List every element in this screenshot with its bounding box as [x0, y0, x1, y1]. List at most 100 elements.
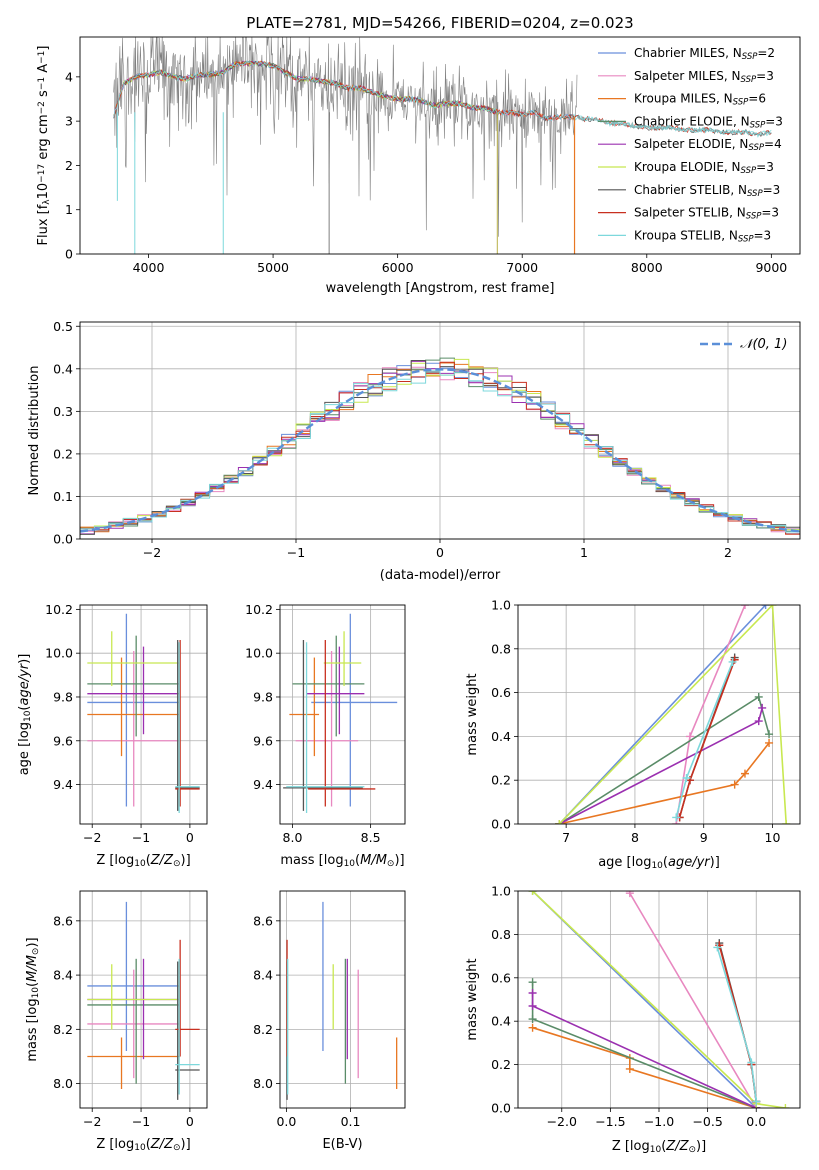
y-tick-label: 9.6 — [53, 733, 73, 748]
y-tick-label: 0.2 — [491, 773, 511, 788]
legend-value: =3 — [763, 183, 781, 197]
panel-residuals: −2 −1 0 1 2 0.0 0.1 0.2 0.3 0.4 0.5 (data-model)/er… — [27, 319, 801, 583]
x-axis-label: Z [log10(Z/Z⊙)] — [612, 1139, 706, 1155]
x-tick-label: −1 — [287, 545, 305, 560]
x-tick-label: 0.0 — [746, 1114, 766, 1129]
ticks: −2 −1 0 8.0 8.2 8.4 8.6 — [53, 913, 194, 1129]
y-tick-label: 9.8 — [53, 689, 73, 704]
y-tick-label: 0.4 — [53, 361, 73, 376]
y-tick-label: 8.0 — [253, 1076, 273, 1091]
legend-name: Salpeter ELODIE, N — [634, 137, 748, 151]
weight-marker — [765, 738, 774, 747]
legend-value: =3 — [756, 160, 774, 174]
plot-area — [555, 605, 791, 824]
label-part: Flux [f — [36, 204, 51, 245]
y-tick-label: 1.0 — [491, 598, 511, 613]
y-tick-label: 4 — [65, 69, 73, 84]
legend-sub: SSP — [741, 75, 757, 85]
legend-label: Kroupa MILES, NSSP=6 — [634, 92, 766, 108]
x-tick-label: 5000 — [257, 260, 289, 275]
label-part: erg cm — [36, 114, 51, 163]
y-tick-label: 1.0 — [491, 884, 511, 899]
x-tick-label: 10 — [765, 830, 781, 845]
label-part: mass [log — [25, 998, 40, 1061]
plot-area — [286, 901, 398, 1100]
weight-line — [559, 742, 770, 824]
x-tick-label: −2.0 — [547, 1114, 577, 1129]
label-part: ( — [661, 1139, 666, 1154]
label-part: ( — [663, 855, 668, 870]
weight-line — [558, 605, 787, 824]
legend-sub: SSP — [741, 166, 757, 176]
weight-marker — [713, 943, 722, 952]
x-tick-label: 2 — [724, 545, 732, 560]
weight-marker — [740, 769, 749, 778]
legend-name: Kroupa STELIB, N — [634, 228, 738, 242]
histogram-series — [80, 370, 800, 533]
y-axis-label: mass [log10(M/M⊙)] — [25, 937, 41, 1061]
legend-name: Kroupa ELODIE, N — [634, 160, 741, 174]
weight-marker — [682, 774, 691, 783]
plot-area — [87, 613, 200, 814]
x-tick-label: 0 — [186, 830, 194, 845]
x-tick-label: −2 — [83, 1114, 101, 1129]
legend-sub: SSP — [747, 189, 763, 199]
legend-sub: SSP — [733, 98, 749, 108]
y-tick-label: 9.4 — [53, 777, 73, 792]
y-tick-label: 8.6 — [53, 913, 73, 928]
y-tick-label: 8.2 — [53, 1022, 73, 1037]
weight-marker — [782, 820, 791, 824]
x-axis-label: wavelength [Angstrom, rest frame] — [326, 281, 555, 296]
panel-z-age: −2 −1 09.49.69.810.010.2Z [log10(Z/Z⊙)]age… — [17, 602, 208, 869]
label-part: age [log — [598, 855, 651, 870]
axes-frame — [79, 321, 801, 540]
legend-sub: SSP — [746, 212, 762, 222]
label-part: ( — [146, 853, 151, 868]
weight-marker — [758, 703, 767, 712]
axes-frame — [279, 890, 406, 1109]
legend-label: 𝒩(0, 1) — [740, 337, 787, 352]
label-part: )] — [17, 654, 32, 664]
label-part: s — [36, 90, 51, 101]
weight-marker — [754, 692, 763, 701]
plot-area — [528, 891, 790, 1108]
weight-line — [716, 947, 757, 1102]
panel-mass-age: 8.0 8.5 9.4 9.6 9.8 10.0 10.2 mass [log10(M/M⊙)… — [245, 602, 406, 869]
weight-marker — [752, 1097, 761, 1106]
label-part: ( — [146, 1137, 151, 1152]
weight-marker — [555, 820, 564, 824]
weight-marker — [528, 978, 537, 987]
label-part: M/M — [25, 955, 40, 982]
model-spectrum-tail — [576, 115, 772, 136]
y-tick-label: 9.4 — [253, 777, 273, 792]
y-tick-label: 3 — [65, 114, 73, 129]
y-tick-label: 8.4 — [253, 968, 273, 983]
x-tick-label: −1.5 — [595, 1114, 625, 1129]
legend-name: Chabrier MILES, N — [634, 46, 742, 60]
y-tick-label: 0.6 — [491, 685, 511, 700]
label-part: )] — [696, 1139, 706, 1154]
y-tick-label: 0.8 — [491, 641, 511, 656]
label-part: A — [36, 64, 51, 77]
y-tick-label: 0.0 — [491, 1101, 511, 1116]
x-tick-label: 0.0 — [276, 1114, 296, 1129]
label-part: λ — [42, 199, 52, 205]
x-tick-label: 6000 — [382, 260, 414, 275]
legend-value: =3 — [754, 228, 772, 242]
x-axis-label: (data-model)/error — [380, 568, 501, 583]
y-tick-label: 0.3 — [53, 404, 73, 419]
plot-area — [113, 37, 772, 254]
legend-label: Salpeter STELIB, NSSP=3 — [634, 206, 779, 222]
legend-name: Chabrier ELODIE, N — [634, 114, 750, 128]
ticks: 0.0 0.1 8.0 8.2 8.4 8.6 — [253, 913, 360, 1129]
weight-marker — [728, 657, 737, 666]
weight-marker — [672, 813, 681, 822]
weight-marker — [730, 780, 739, 789]
axes-frame — [279, 604, 406, 825]
y-tick-label: 9.6 — [253, 733, 273, 748]
y-tick-label: 8.4 — [53, 968, 73, 983]
panel-age-weight: 7 8 9 10 0.0 0.2 0.4 0.6 0.8 1.0 mass weight age [l… — [465, 598, 801, 871]
x-tick-label: 0 — [436, 545, 444, 560]
legend-value: =3 — [761, 206, 779, 220]
